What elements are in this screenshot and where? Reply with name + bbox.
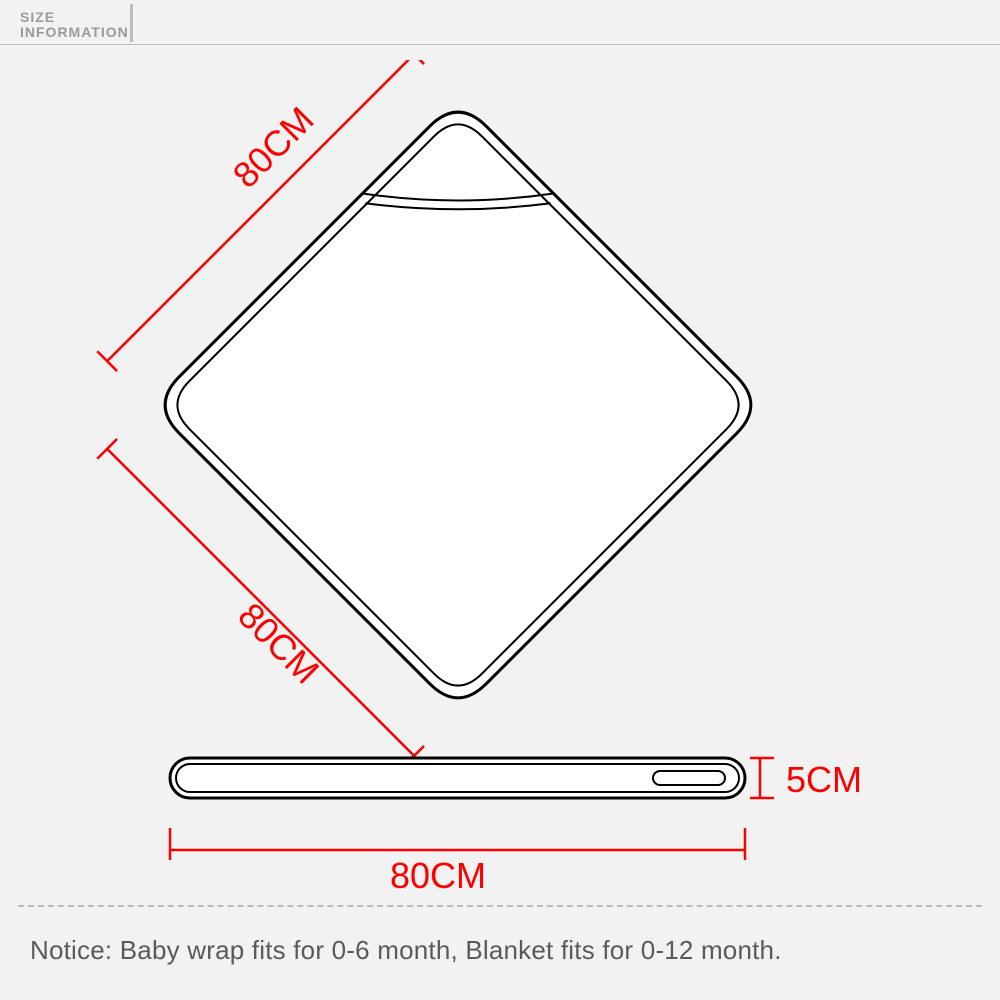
dim-line-thickness [750, 758, 774, 798]
dim-label-width: 80CM [390, 855, 486, 890]
dim-label-thickness: 5CM [786, 759, 862, 800]
dim-label-bottom-left: 80CM [230, 595, 327, 692]
side-view [170, 758, 745, 798]
dim-label-top-left: 80CM [225, 99, 322, 196]
notice-text: Notice: Baby wrap fits for 0-6 month, Bl… [30, 935, 782, 966]
top-horizontal-rule [0, 44, 1000, 45]
size-diagram: 80CM 80CM 80CM 5CM [0, 60, 1000, 890]
size-information-header: SIZE INFORMATION [20, 10, 129, 41]
dashed-separator [18, 905, 982, 907]
header-line1: SIZE [20, 10, 129, 25]
header-line2: INFORMATION [20, 25, 129, 40]
header-divider [130, 4, 133, 42]
